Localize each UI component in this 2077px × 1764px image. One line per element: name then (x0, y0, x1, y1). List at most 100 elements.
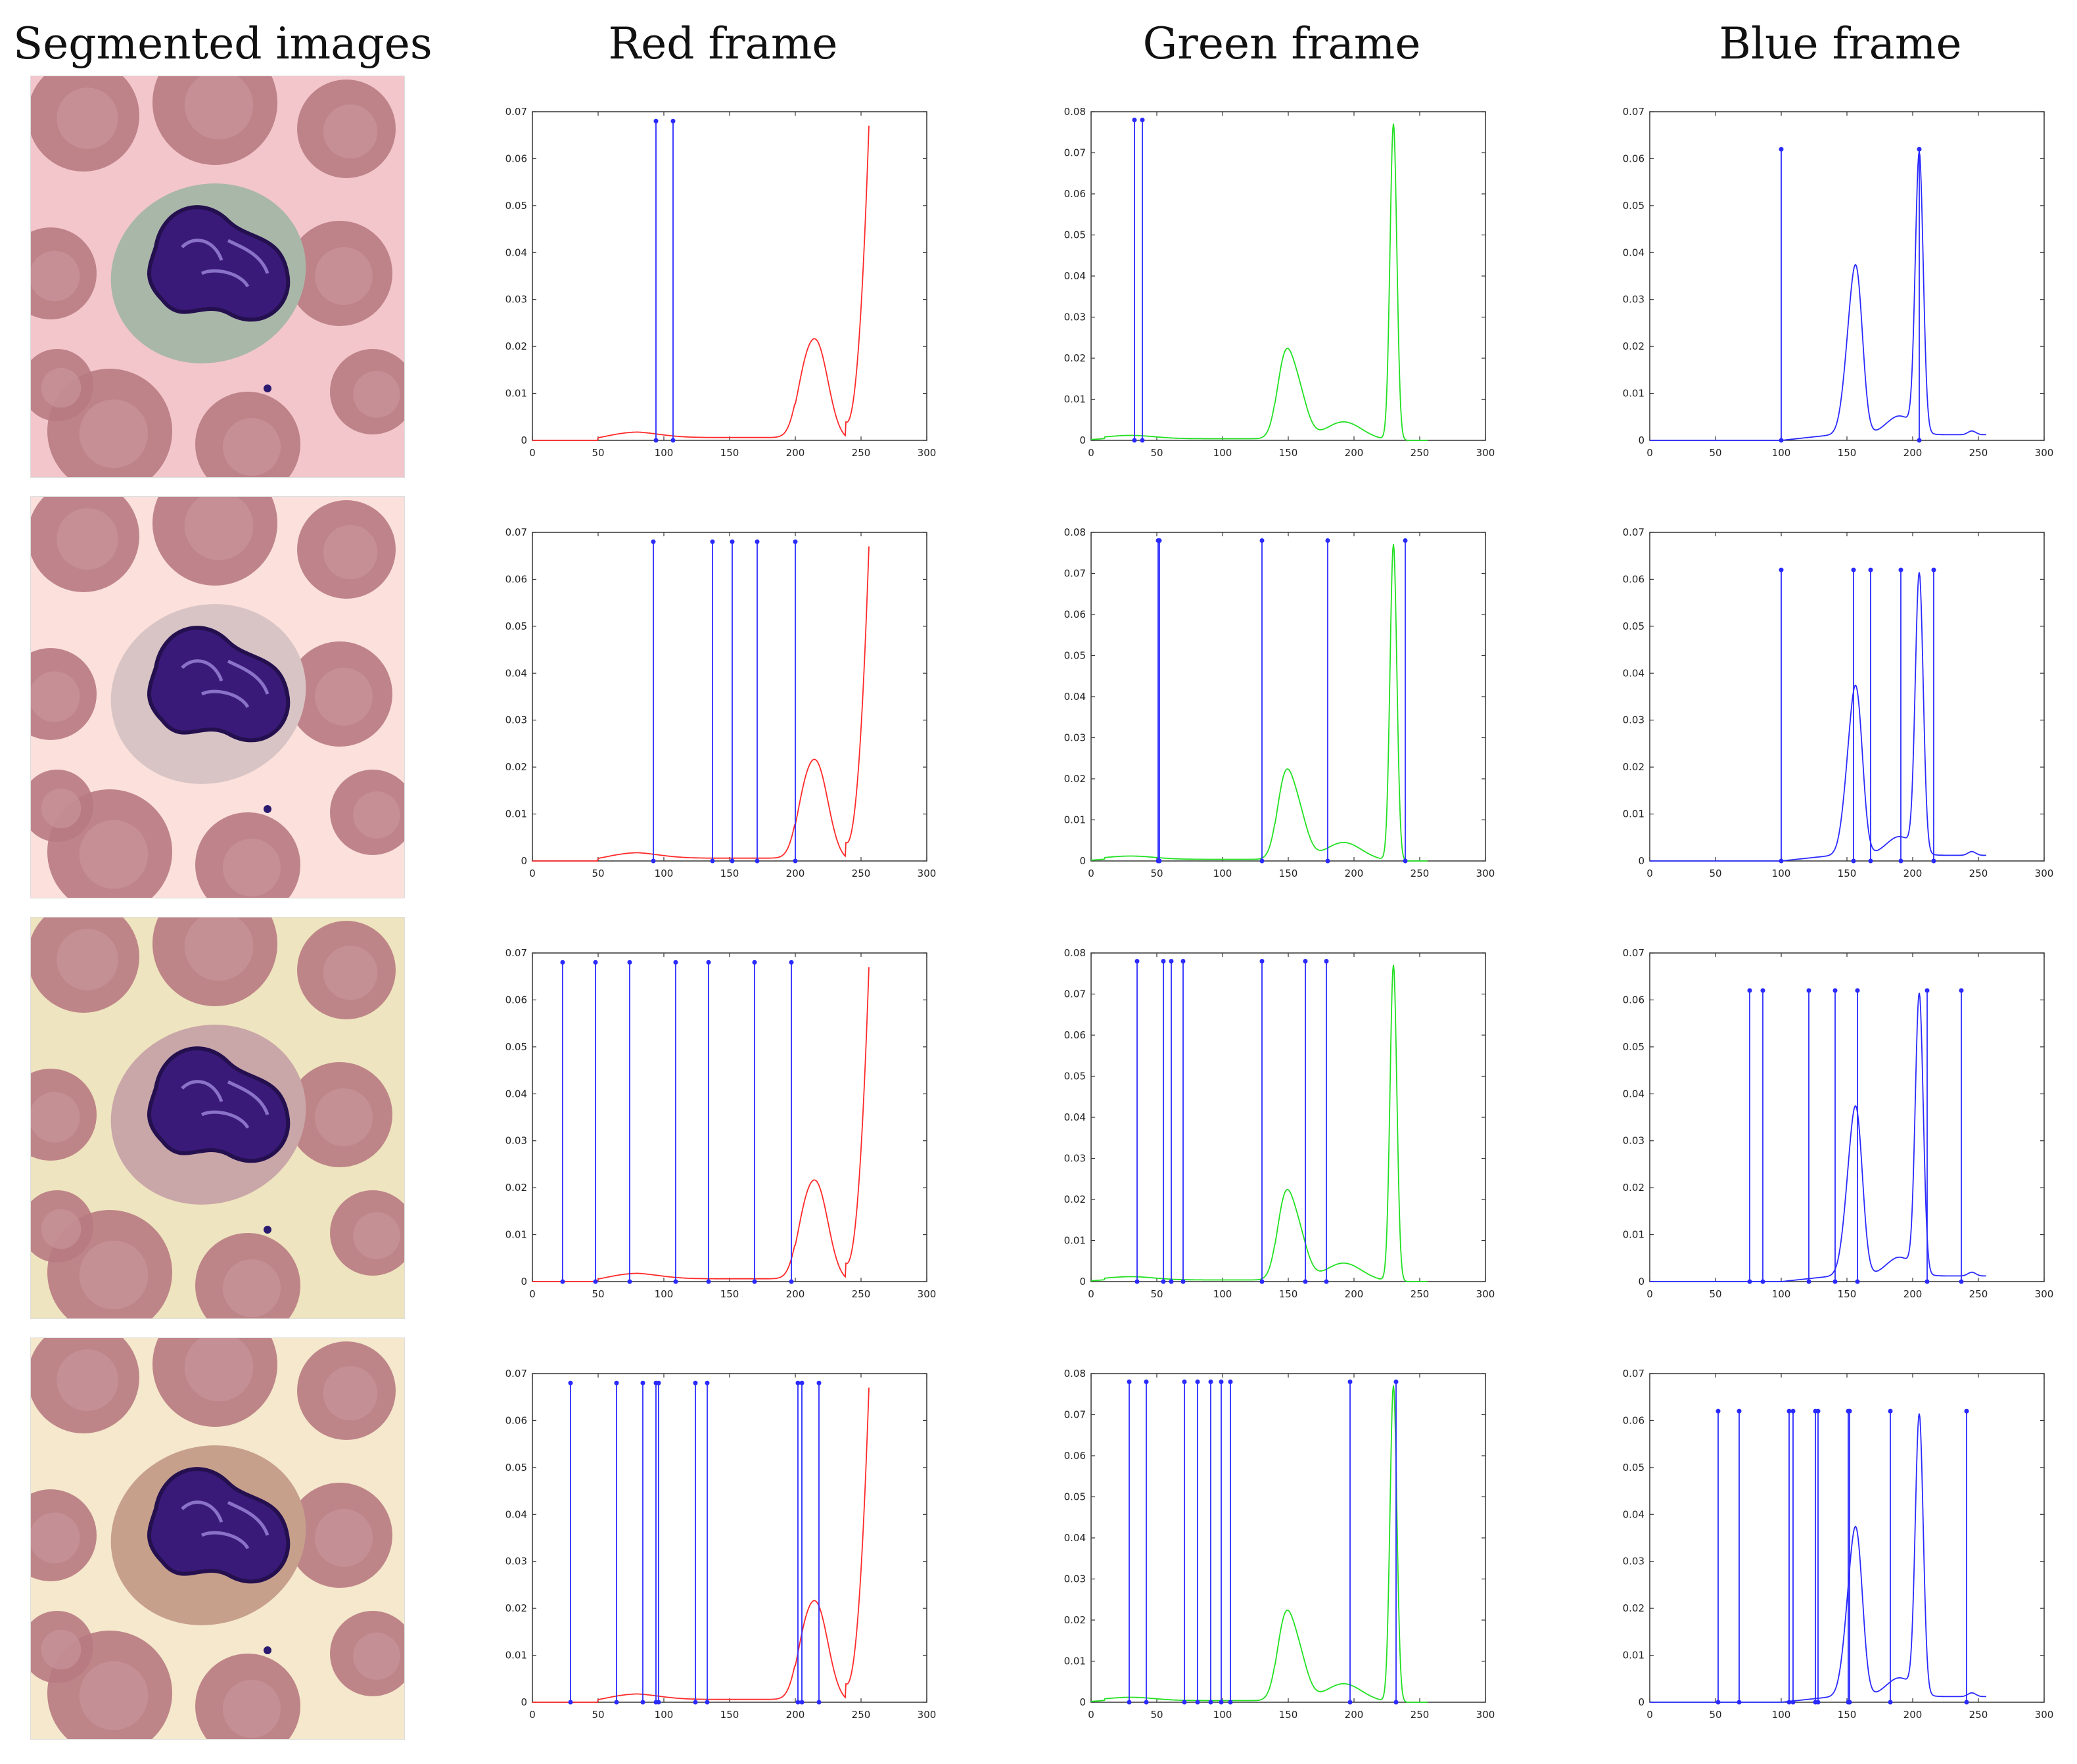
threshold-stem-base-marker (1760, 1279, 1765, 1284)
red-frame-histogram-row-3: 0 50 100 150 200 250 300 0 0.01 0.02 0.03 0.04 0.05 0… (486, 923, 946, 1318)
x-tick-label: 200 (1903, 447, 1923, 459)
nucleus-texture (181, 659, 269, 708)
nucleus-texture (181, 1080, 269, 1129)
red-blood-cell-center (223, 1680, 281, 1738)
y-tick-label: 0 (521, 434, 527, 446)
threshold-stem-top-marker (1303, 959, 1308, 963)
threshold-stem-base-marker (651, 858, 656, 864)
y-tick-label: 0.04 (505, 1088, 527, 1100)
red-blood-cell-center (315, 247, 373, 305)
y-tick-label: 0.06 (1064, 1029, 1086, 1041)
y-tick-label: 0 (1079, 1276, 1086, 1288)
y-tick-label: 0.03 (1623, 294, 1645, 306)
x-tick-label: 200 (1903, 868, 1923, 879)
threshold-stem-top-marker (799, 1380, 805, 1385)
histogram-svg: 0 50 100 150 200 250 300 0 0.01 0.02 0.03 0.04 0.05 0… (1623, 526, 2054, 879)
threshold-stem-base-marker (1925, 1279, 1930, 1284)
threshold-stem-base-marker (1325, 858, 1330, 864)
threshold-stem-top-marker (1917, 147, 1922, 152)
y-tick-label: 0.05 (1623, 620, 1645, 632)
threshold-stem-base-marker (795, 1700, 801, 1705)
threshold-stem-base-marker (1347, 1700, 1353, 1705)
x-tick-label: 0 (529, 1288, 536, 1300)
red-blood-cell-center (79, 1661, 149, 1730)
threshold-stem-top-marker (789, 960, 794, 965)
x-tick-label: 0 (1088, 1288, 1094, 1300)
threshold-stem-top-marker (1161, 959, 1166, 963)
threshold-stem (693, 1380, 698, 1705)
threshold-stem-base-marker (1832, 1279, 1838, 1284)
threshold-stem (789, 960, 794, 1284)
threshold-stem (1134, 959, 1140, 1284)
threshold-stem-base-marker (593, 1279, 598, 1284)
red-blood-cell-center (79, 1240, 149, 1310)
x-tick-label: 250 (852, 868, 871, 879)
white-cell-nucleus (147, 626, 291, 743)
x-tick-label: 150 (720, 1709, 739, 1721)
plot-frame (1090, 1373, 1486, 1703)
y-tick-label: 0.06 (1064, 1450, 1086, 1462)
y-tick-label: 0.05 (505, 620, 527, 632)
threshold-stem-top-marker (1324, 959, 1329, 963)
histogram-svg: 0 50 100 150 200 250 300 0 0.01 0.02 0.03 0.04 0.05 0… (1064, 1368, 1495, 1721)
threshold-stem (752, 960, 757, 1284)
blue-histogram-curve (1650, 151, 1986, 441)
x-tick-label: 100 (1772, 868, 1791, 879)
threshold-stem-top-marker (1737, 1408, 1742, 1414)
red-blood-cell-center (31, 250, 80, 302)
threshold-stem-top-marker (795, 1380, 801, 1385)
threshold-stem-base-marker (705, 1700, 710, 1705)
x-tick-label: 100 (1772, 1709, 1791, 1721)
y-tick-label: 0.05 (1064, 650, 1086, 662)
threshold-stem-top-marker (670, 118, 676, 124)
threshold-stem (1324, 959, 1329, 1284)
y-tick-label: 0.02 (1623, 1602, 1645, 1614)
y-tick-label: 0.04 (1623, 667, 1645, 679)
x-tick-label: 150 (720, 1288, 739, 1300)
y-tick-label: 0.07 (1064, 988, 1086, 1000)
y-tick-label: 0.06 (505, 573, 527, 585)
threshold-stem (673, 960, 678, 1284)
threshold-stem (651, 539, 656, 864)
segmented-image-4 (30, 1337, 405, 1740)
threshold-stem (1157, 538, 1162, 864)
red-blood-cell-center (315, 668, 373, 726)
threshold-stem-base-marker (1228, 1700, 1233, 1705)
x-tick-label: 250 (1969, 1288, 1988, 1300)
y-tick-label: 0.01 (505, 1229, 527, 1241)
y-tick-label: 0.01 (505, 388, 527, 400)
threshold-stem-base-marker (1779, 438, 1784, 443)
y-tick-label: 0.07 (505, 526, 527, 538)
threshold-stem-base-marker (1393, 1700, 1399, 1705)
x-tick-label: 100 (655, 1709, 674, 1721)
x-tick-label: 50 (1709, 447, 1721, 459)
y-tick-label: 0.07 (505, 106, 527, 118)
y-tick-label: 0.07 (1623, 526, 1645, 538)
plot-frame (532, 952, 927, 1282)
threshold-stem (614, 1380, 619, 1705)
x-tick-label: 150 (1838, 868, 1857, 879)
threshold-stem-base-marker (1868, 858, 1873, 864)
threshold-stem-base-marker (1888, 1700, 1893, 1705)
histogram-svg: 0 50 100 150 200 250 300 0 0.01 0.02 0.03 0.04 0.05 0… (505, 1368, 937, 1721)
x-tick-label: 300 (2035, 1288, 2054, 1300)
y-tick-label: 0 (1079, 1696, 1086, 1708)
y-tick-label: 0.05 (1623, 200, 1645, 212)
threshold-stem-top-marker (673, 960, 678, 965)
threshold-stem-base-marker (1161, 1279, 1166, 1284)
y-tick-label: 0.07 (505, 1368, 527, 1380)
threshold-stem-base-marker (1931, 858, 1936, 864)
threshold-stem (1219, 1380, 1224, 1705)
threshold-stem (1815, 1408, 1821, 1705)
segmented-image-drawing (31, 917, 404, 1318)
plot-frame (532, 532, 927, 862)
threshold-stem-top-marker (1851, 567, 1856, 572)
red-blood-cell-center (323, 945, 378, 1000)
x-tick-label: 250 (1411, 1709, 1430, 1721)
red-blood-cell-center (41, 367, 82, 408)
threshold-stem-top-marker (1790, 1408, 1796, 1414)
x-tick-label: 300 (918, 1709, 937, 1721)
header-blue-frame: Blue frame (1719, 18, 1962, 69)
threshold-stem-top-marker (1832, 988, 1838, 993)
y-tick-label: 0.02 (505, 1602, 527, 1614)
